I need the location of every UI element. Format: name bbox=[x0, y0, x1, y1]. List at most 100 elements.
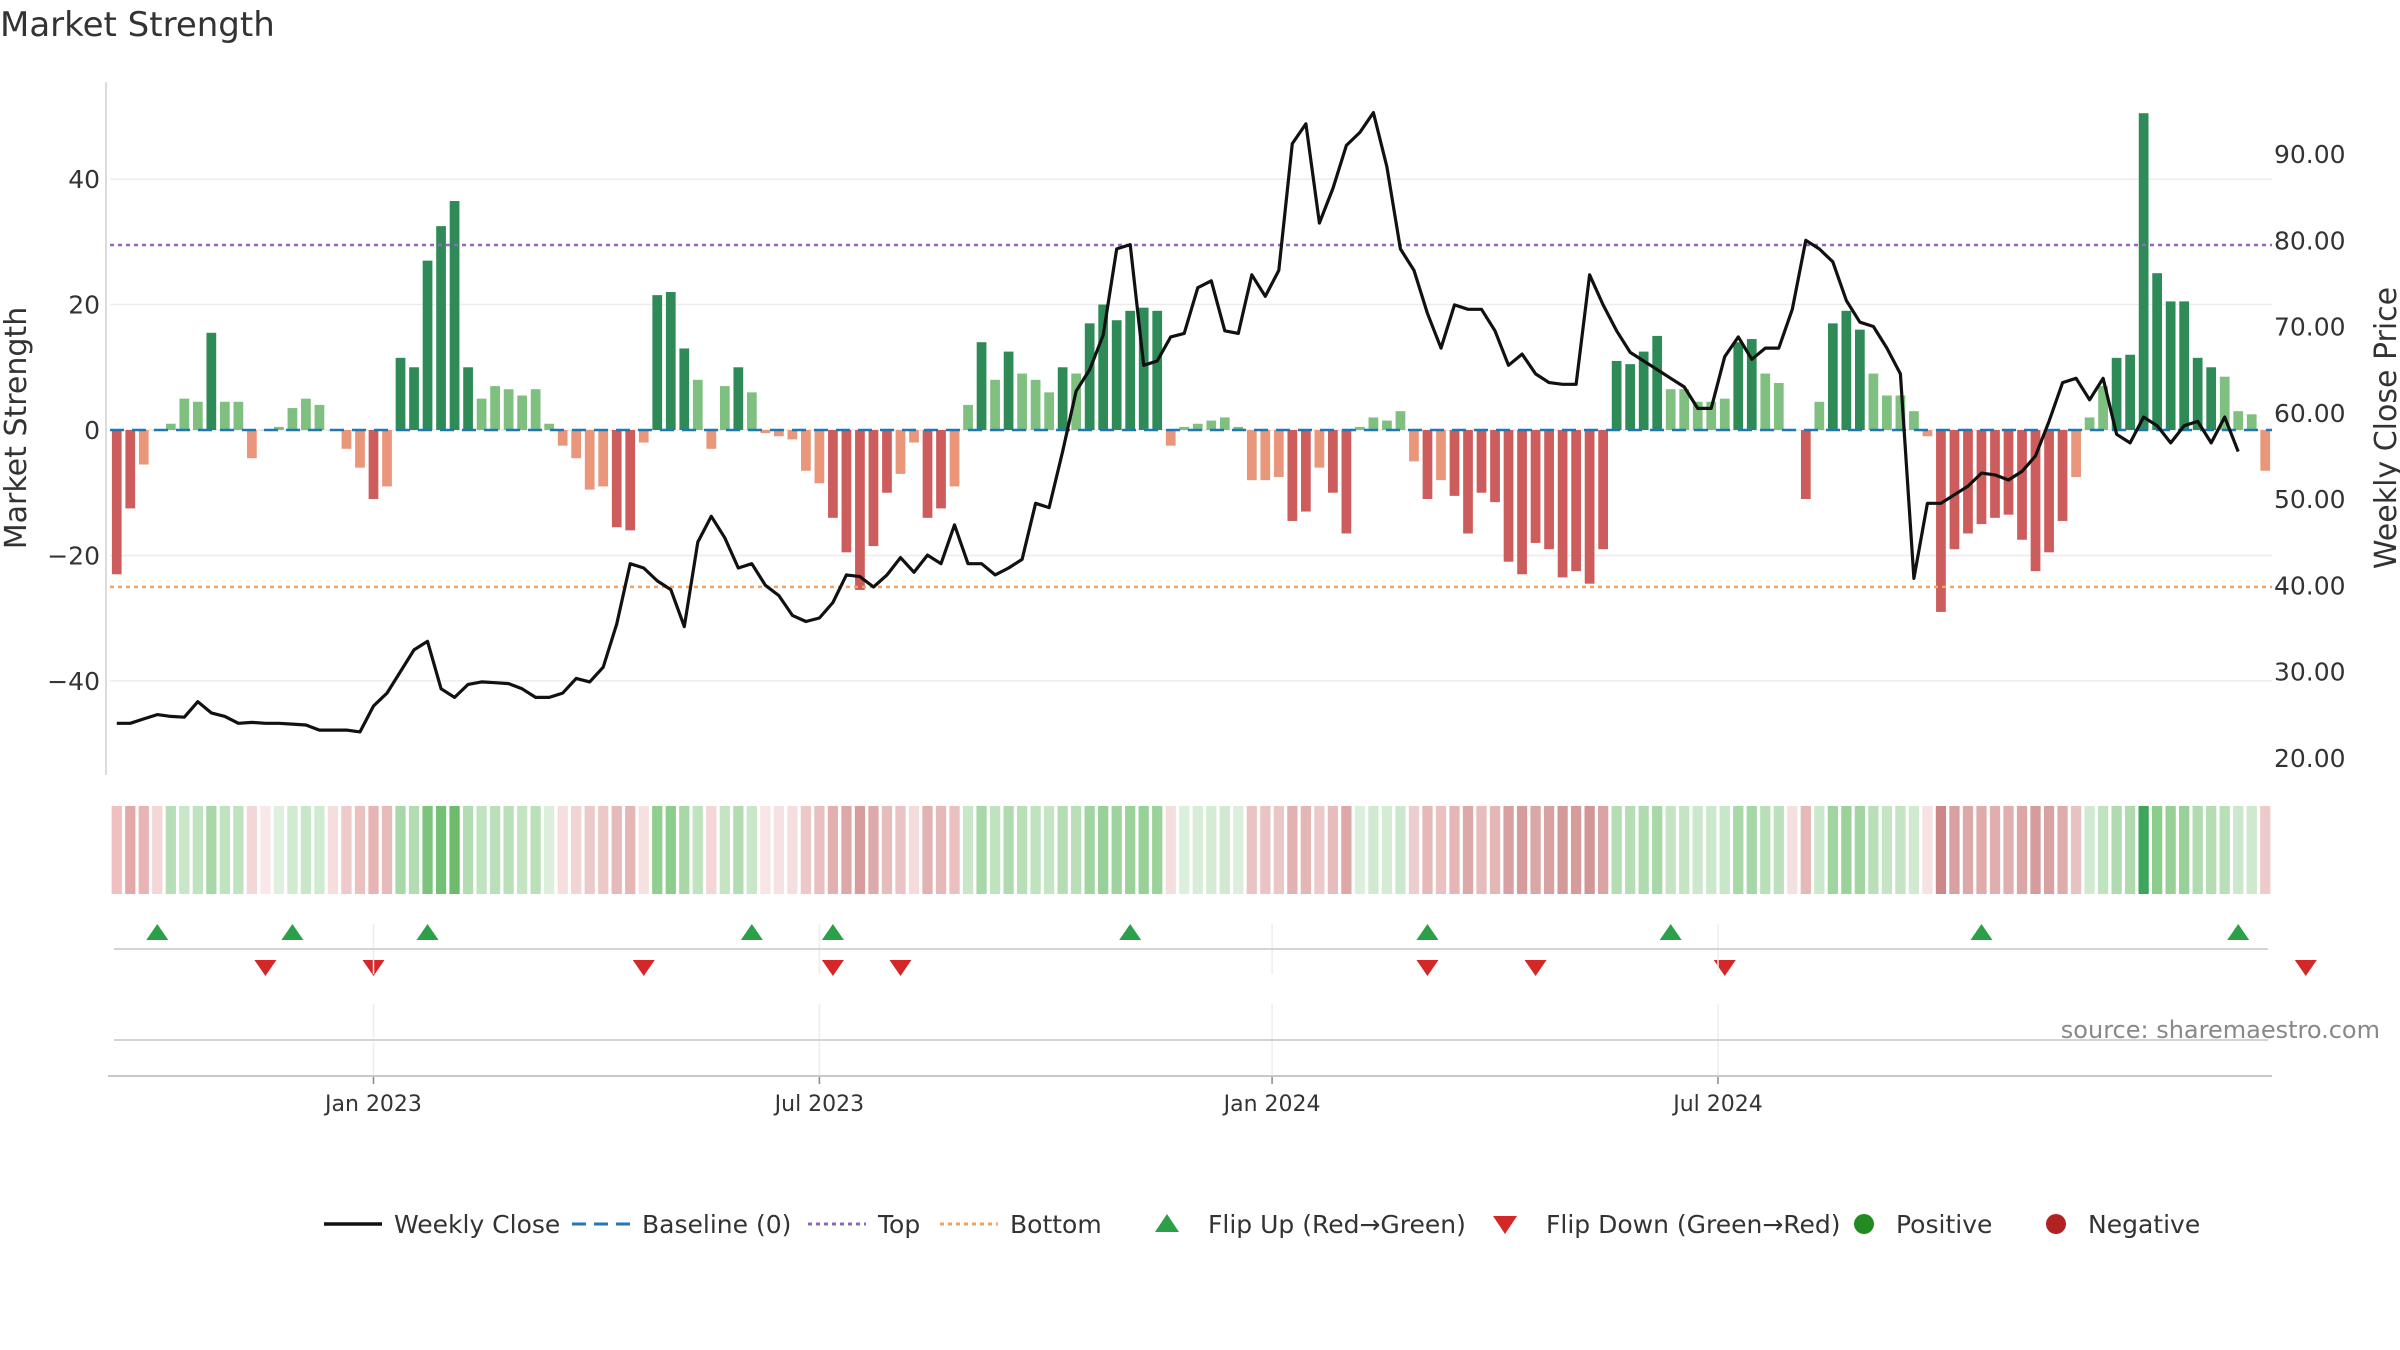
strength-bar bbox=[2233, 411, 2244, 430]
band-cell bbox=[1111, 806, 1122, 894]
strength-bar bbox=[368, 430, 379, 499]
strength-bar bbox=[2084, 417, 2095, 430]
band-cell bbox=[219, 806, 230, 894]
flip-up-marker bbox=[1119, 924, 1142, 940]
band-cell bbox=[544, 806, 555, 894]
band-cell bbox=[2003, 806, 2014, 894]
band-cell bbox=[1368, 806, 1379, 894]
band-cell bbox=[2165, 806, 2176, 894]
band-cell bbox=[935, 806, 947, 894]
strength-bar bbox=[963, 404, 973, 430]
strength-bar bbox=[1436, 430, 1446, 481]
band-cell bbox=[246, 806, 258, 894]
band-cell bbox=[1962, 806, 1974, 894]
band-cell bbox=[1611, 806, 1622, 894]
strength-bar bbox=[274, 426, 284, 430]
band-cell bbox=[2246, 806, 2257, 894]
band-cell bbox=[787, 806, 798, 894]
reference-lines bbox=[110, 243, 2272, 589]
band-cell bbox=[1030, 806, 1041, 894]
right-tick-label: 90.00 bbox=[2274, 140, 2346, 169]
band-cell bbox=[260, 806, 271, 894]
strength-bar bbox=[1017, 373, 1027, 430]
strength-bar bbox=[2219, 376, 2230, 430]
strength-bar bbox=[2017, 430, 2027, 540]
band-cell bbox=[327, 806, 339, 894]
band-cell bbox=[1570, 806, 1582, 894]
left-tick-label: 20 bbox=[68, 291, 100, 320]
band-cell bbox=[652, 806, 663, 894]
strength-bar bbox=[2030, 430, 2041, 572]
strength-bar bbox=[179, 398, 190, 430]
price-line-group bbox=[116, 110, 2240, 734]
flip-down-marker bbox=[254, 960, 277, 976]
band-cell bbox=[1787, 806, 1798, 894]
strength-bar bbox=[1125, 310, 1136, 430]
strength-bar bbox=[868, 430, 879, 547]
band-cell bbox=[1489, 806, 1501, 894]
band-cell bbox=[449, 806, 460, 894]
strength-bar bbox=[1314, 430, 1325, 468]
band-cell bbox=[422, 806, 433, 894]
strength-bar bbox=[1827, 323, 1838, 430]
strength-bar bbox=[1490, 430, 1500, 503]
strength-bar bbox=[882, 430, 892, 493]
flip-up-marker bbox=[281, 924, 304, 940]
right-tick-label: 20.00 bbox=[2274, 744, 2346, 773]
strength-bar bbox=[598, 430, 609, 487]
strength-bar bbox=[1409, 430, 1419, 462]
flip-down-marker bbox=[1713, 960, 1736, 976]
strength-bar bbox=[247, 430, 257, 459]
band-cell bbox=[1125, 806, 1136, 894]
left-tick-label: −20 bbox=[47, 541, 100, 570]
band-cell bbox=[2260, 806, 2271, 894]
strength-bar bbox=[611, 430, 622, 528]
strength-bar bbox=[1584, 430, 1595, 584]
strength-bar bbox=[382, 430, 392, 487]
strength-bar bbox=[2260, 430, 2271, 471]
left-axis-label: Market Strength bbox=[0, 307, 34, 549]
strength-bar bbox=[138, 430, 149, 465]
band-cell bbox=[1084, 806, 1095, 894]
strength-bar bbox=[544, 423, 555, 430]
strength-bar bbox=[192, 401, 203, 430]
band-cell bbox=[435, 806, 447, 894]
band-cell bbox=[1760, 806, 1771, 894]
right-axis-label: Weekly Close Price bbox=[2369, 287, 2400, 569]
legend-swatch bbox=[1854, 1214, 1874, 1234]
strength-bar bbox=[1111, 320, 1122, 430]
strength-bar bbox=[584, 430, 595, 490]
band-cell bbox=[1327, 806, 1339, 894]
strength-bar bbox=[1084, 323, 1095, 430]
band-cell bbox=[2152, 806, 2163, 894]
band-cell bbox=[1314, 806, 1325, 894]
legend-baseline: Baseline (0) bbox=[642, 1210, 791, 1239]
strength-bar bbox=[571, 430, 582, 459]
band-cell bbox=[1584, 806, 1595, 894]
strength-bar bbox=[165, 423, 176, 430]
flip-up-marker bbox=[146, 924, 169, 940]
strength-bar bbox=[801, 430, 811, 471]
band-cell bbox=[638, 806, 649, 894]
flip-down-marker bbox=[821, 960, 844, 976]
band-cell bbox=[1908, 806, 1920, 894]
strength-bar bbox=[463, 367, 473, 430]
band-cell bbox=[1530, 806, 1541, 894]
band-cell bbox=[2206, 806, 2217, 894]
strength-bar bbox=[2179, 301, 2190, 430]
band-cell bbox=[1922, 806, 1933, 894]
band-cell bbox=[1422, 806, 1433, 894]
band-cell bbox=[1057, 806, 1068, 894]
strength-bar bbox=[1855, 329, 1865, 430]
band-cell bbox=[1435, 806, 1447, 894]
strength-bar bbox=[1530, 430, 1541, 543]
strength-bar bbox=[2098, 386, 2108, 430]
band-cell bbox=[530, 806, 541, 894]
band-cell bbox=[1098, 806, 1109, 894]
band-cell bbox=[841, 806, 852, 894]
band-cell bbox=[2043, 806, 2055, 894]
band-cell bbox=[165, 806, 176, 894]
strength-bar bbox=[395, 357, 406, 430]
strength-bar bbox=[1382, 420, 1392, 430]
